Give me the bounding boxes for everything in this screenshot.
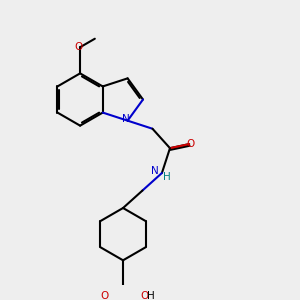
Text: O: O — [140, 291, 149, 300]
Text: H: H — [147, 291, 155, 300]
Text: H: H — [163, 172, 170, 182]
Text: O: O — [100, 291, 108, 300]
Text: N: N — [151, 167, 159, 176]
Text: O: O — [187, 139, 195, 149]
Text: O: O — [74, 42, 83, 52]
Text: N: N — [122, 114, 130, 124]
